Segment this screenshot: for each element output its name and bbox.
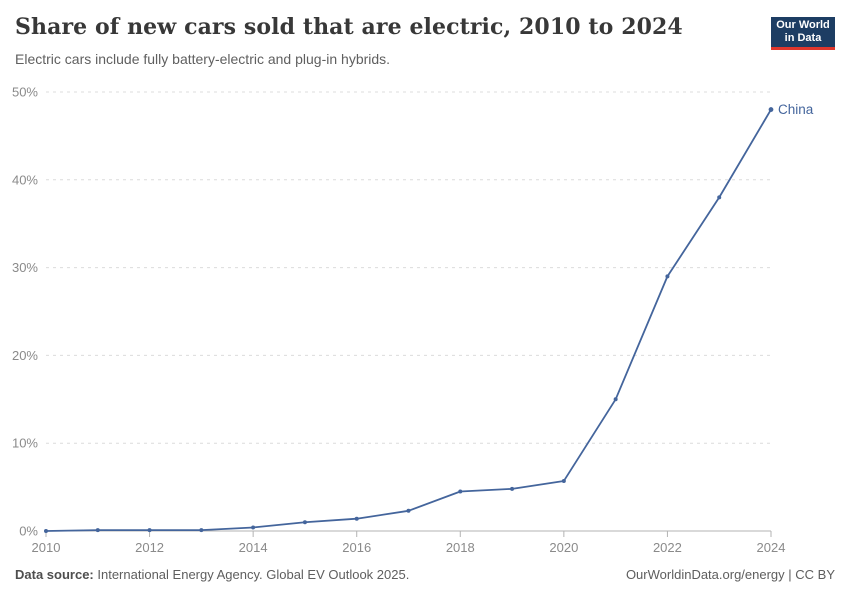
data-point — [251, 525, 256, 530]
data-point — [665, 274, 670, 279]
owid-logo: Our World in Data — [771, 17, 835, 50]
data-point — [510, 486, 515, 491]
page-title: Share of new cars sold that are electric… — [15, 14, 683, 40]
data-point — [199, 528, 204, 533]
data-point — [613, 397, 618, 402]
data-point — [354, 516, 359, 521]
owid-logo-line1: Our World — [776, 18, 830, 31]
x-tick-label: 2020 — [549, 540, 578, 555]
data-source-text: International Energy Agency. Global EV O… — [97, 567, 410, 582]
x-tick-label: 2024 — [757, 540, 786, 555]
x-tick-label: 2012 — [135, 540, 164, 555]
y-tick-label: 10% — [12, 436, 38, 451]
x-tick-label: 2018 — [446, 540, 475, 555]
data-point — [147, 528, 152, 533]
y-tick-label: 0% — [19, 524, 38, 539]
attribution-text: OurWorldinData.org/energy | CC BY — [625, 567, 835, 582]
x-tick-label: 2022 — [653, 540, 682, 555]
data-point — [44, 529, 48, 533]
data-point — [561, 478, 566, 483]
data-point — [458, 489, 463, 494]
x-tick-label: 2016 — [342, 540, 371, 555]
series-line-china — [45, 108, 772, 532]
chart-footer: Data source: International Energy Agency… — [15, 567, 835, 582]
series-label-china: China — [778, 101, 814, 117]
data-point — [406, 508, 411, 513]
data-point — [717, 195, 722, 200]
data-point — [302, 520, 307, 525]
y-tick-label: 30% — [12, 260, 38, 275]
x-tick-label: 2014 — [239, 540, 268, 555]
y-tick-label: 20% — [12, 348, 38, 363]
owid-logo-line2: in Data — [784, 32, 822, 44]
chart-subtitle: Electric cars include fully battery-elec… — [15, 51, 391, 67]
data-source-note: Data source: International Energy Agency… — [15, 567, 409, 582]
data-point — [95, 528, 100, 533]
data-source-label: Data source: — [15, 567, 94, 582]
y-tick-label: 40% — [12, 172, 38, 187]
data-point — [768, 107, 774, 112]
x-tick-label: 2010 — [32, 540, 61, 555]
y-tick-label: 50% — [12, 85, 38, 100]
